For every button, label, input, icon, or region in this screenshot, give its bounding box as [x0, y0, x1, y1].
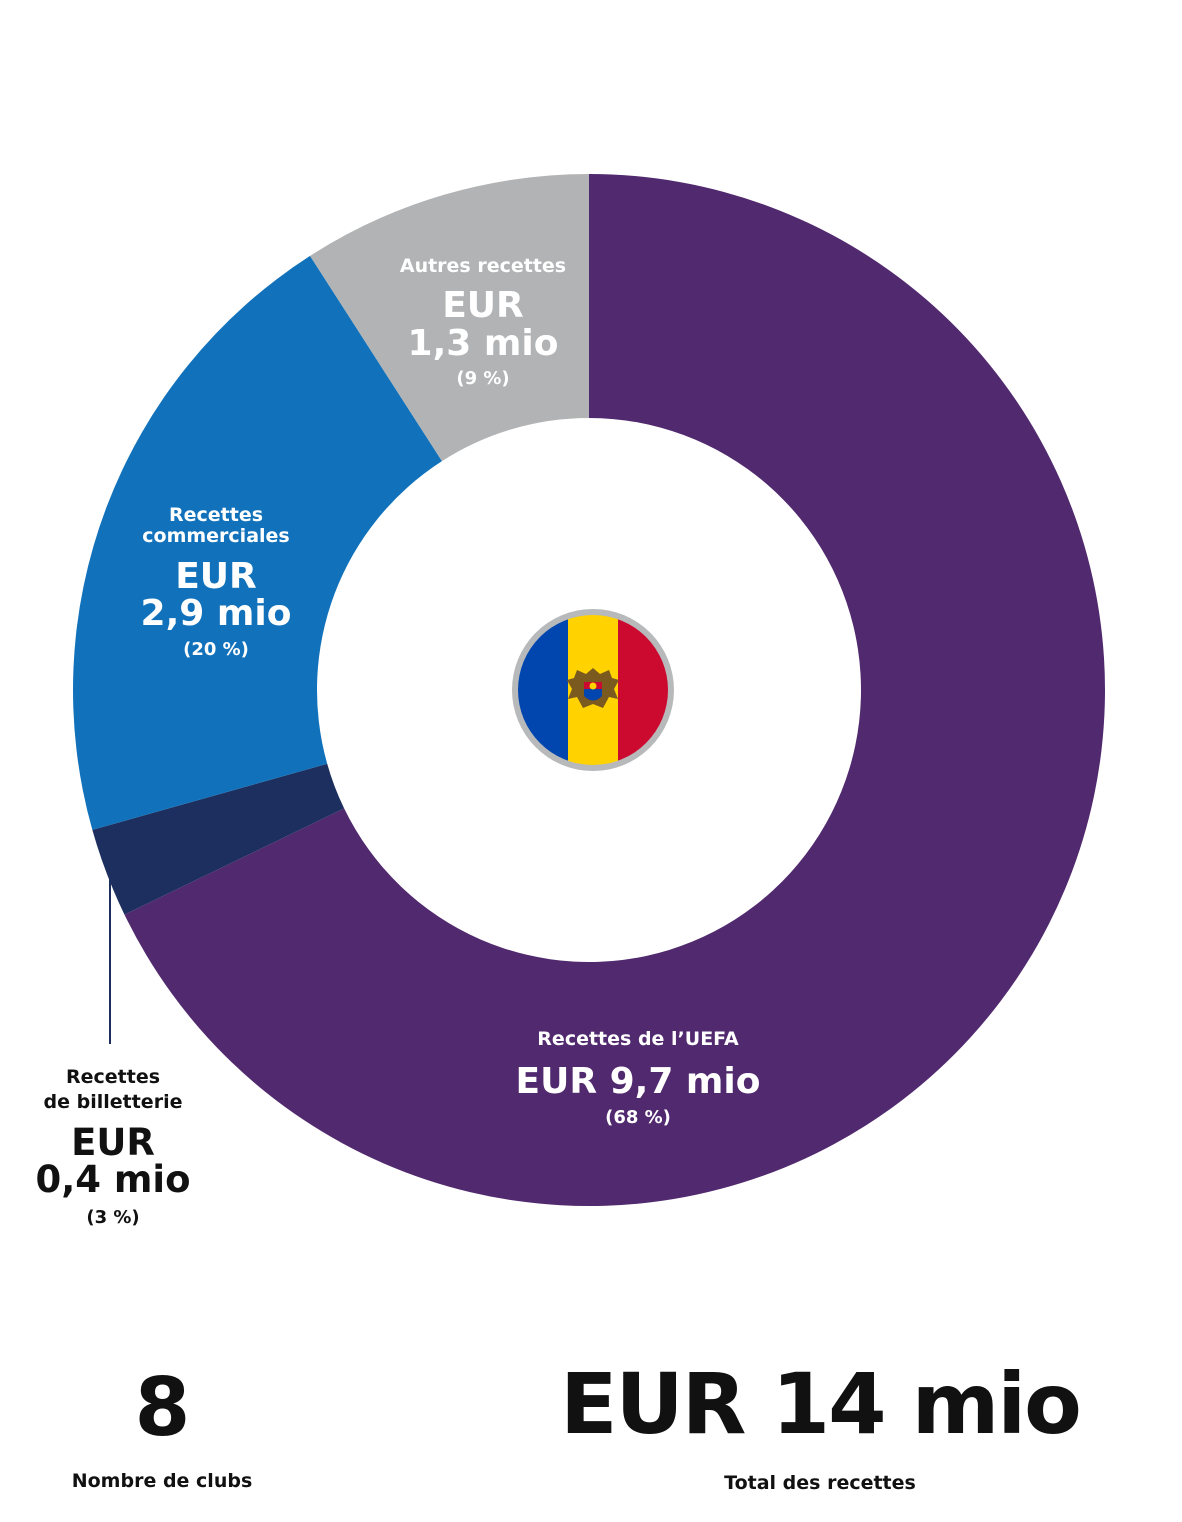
donut-slices [73, 174, 1105, 1206]
slice-commercial [73, 255, 442, 830]
slice-commercial-percent: (20 %) [183, 639, 249, 660]
total-revenue-label: Total des recettes [724, 1472, 916, 1494]
slice-other-percent: (9 %) [456, 368, 509, 389]
slice-uefa [124, 174, 1105, 1206]
slice-uefa-name: Recettes de l’UEFA [537, 1028, 739, 1050]
moldova-flag-icon [512, 609, 674, 771]
slice-commercial-value: EUR [175, 556, 257, 597]
slice-other [310, 174, 589, 462]
clubs-label: Nombre de clubs [71, 1470, 253, 1492]
slice-ticketing-value: EUR [71, 1121, 155, 1164]
slice-ticketing-percent: (3 %) [86, 1207, 139, 1228]
slice-other-value: 1,3 mio [408, 323, 559, 364]
slice-labels: Recettes de l’UEFA EUR 9,7 mio (68 %) Recet… [35, 255, 760, 1228]
slice-commercial-name: commerciales [142, 525, 289, 547]
slice-uefa-percent: (68 %) [605, 1107, 671, 1128]
slice-ticketing-name: de billetterie [44, 1091, 183, 1113]
clubs-stat: 8 Nombre de clubs [52, 1361, 272, 1493]
flag-blue-band [518, 615, 568, 765]
slice-commercial-value: 2,9 mio [141, 593, 292, 634]
slice-ticketing-value: 0,4 mio [35, 1158, 190, 1201]
slice-other-name: Autres recettes [400, 255, 566, 277]
flag-red-band [618, 615, 668, 765]
slice-commercial-name: Recettes [169, 504, 263, 526]
total-stat: EUR 14 mio Total des recettes [520, 1362, 1120, 1494]
coat-of-arms-icon [567, 668, 619, 708]
slice-other-value: EUR [442, 285, 524, 326]
slice-ticketing [92, 763, 345, 915]
slice-uefa-value: EUR 9,7 mio [516, 1061, 761, 1102]
clubs-count: 8 [134, 1361, 191, 1454]
total-revenue-value: EUR 14 mio [560, 1355, 1082, 1453]
slice-ticketing-name: Recettes [66, 1066, 160, 1088]
